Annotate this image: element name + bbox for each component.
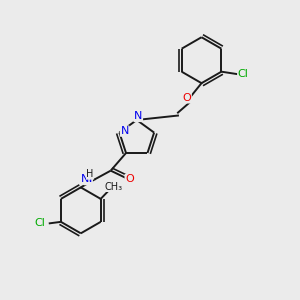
Text: N: N [81,174,89,184]
Text: CH₃: CH₃ [104,182,122,191]
Text: O: O [125,175,134,184]
Text: O: O [182,93,191,103]
Text: N: N [121,126,129,136]
Text: H: H [86,169,94,179]
Text: N: N [134,111,142,122]
Text: N: N [84,175,92,184]
Text: Cl: Cl [34,218,45,228]
Text: H: H [84,175,92,184]
Text: Cl: Cl [238,69,249,79]
